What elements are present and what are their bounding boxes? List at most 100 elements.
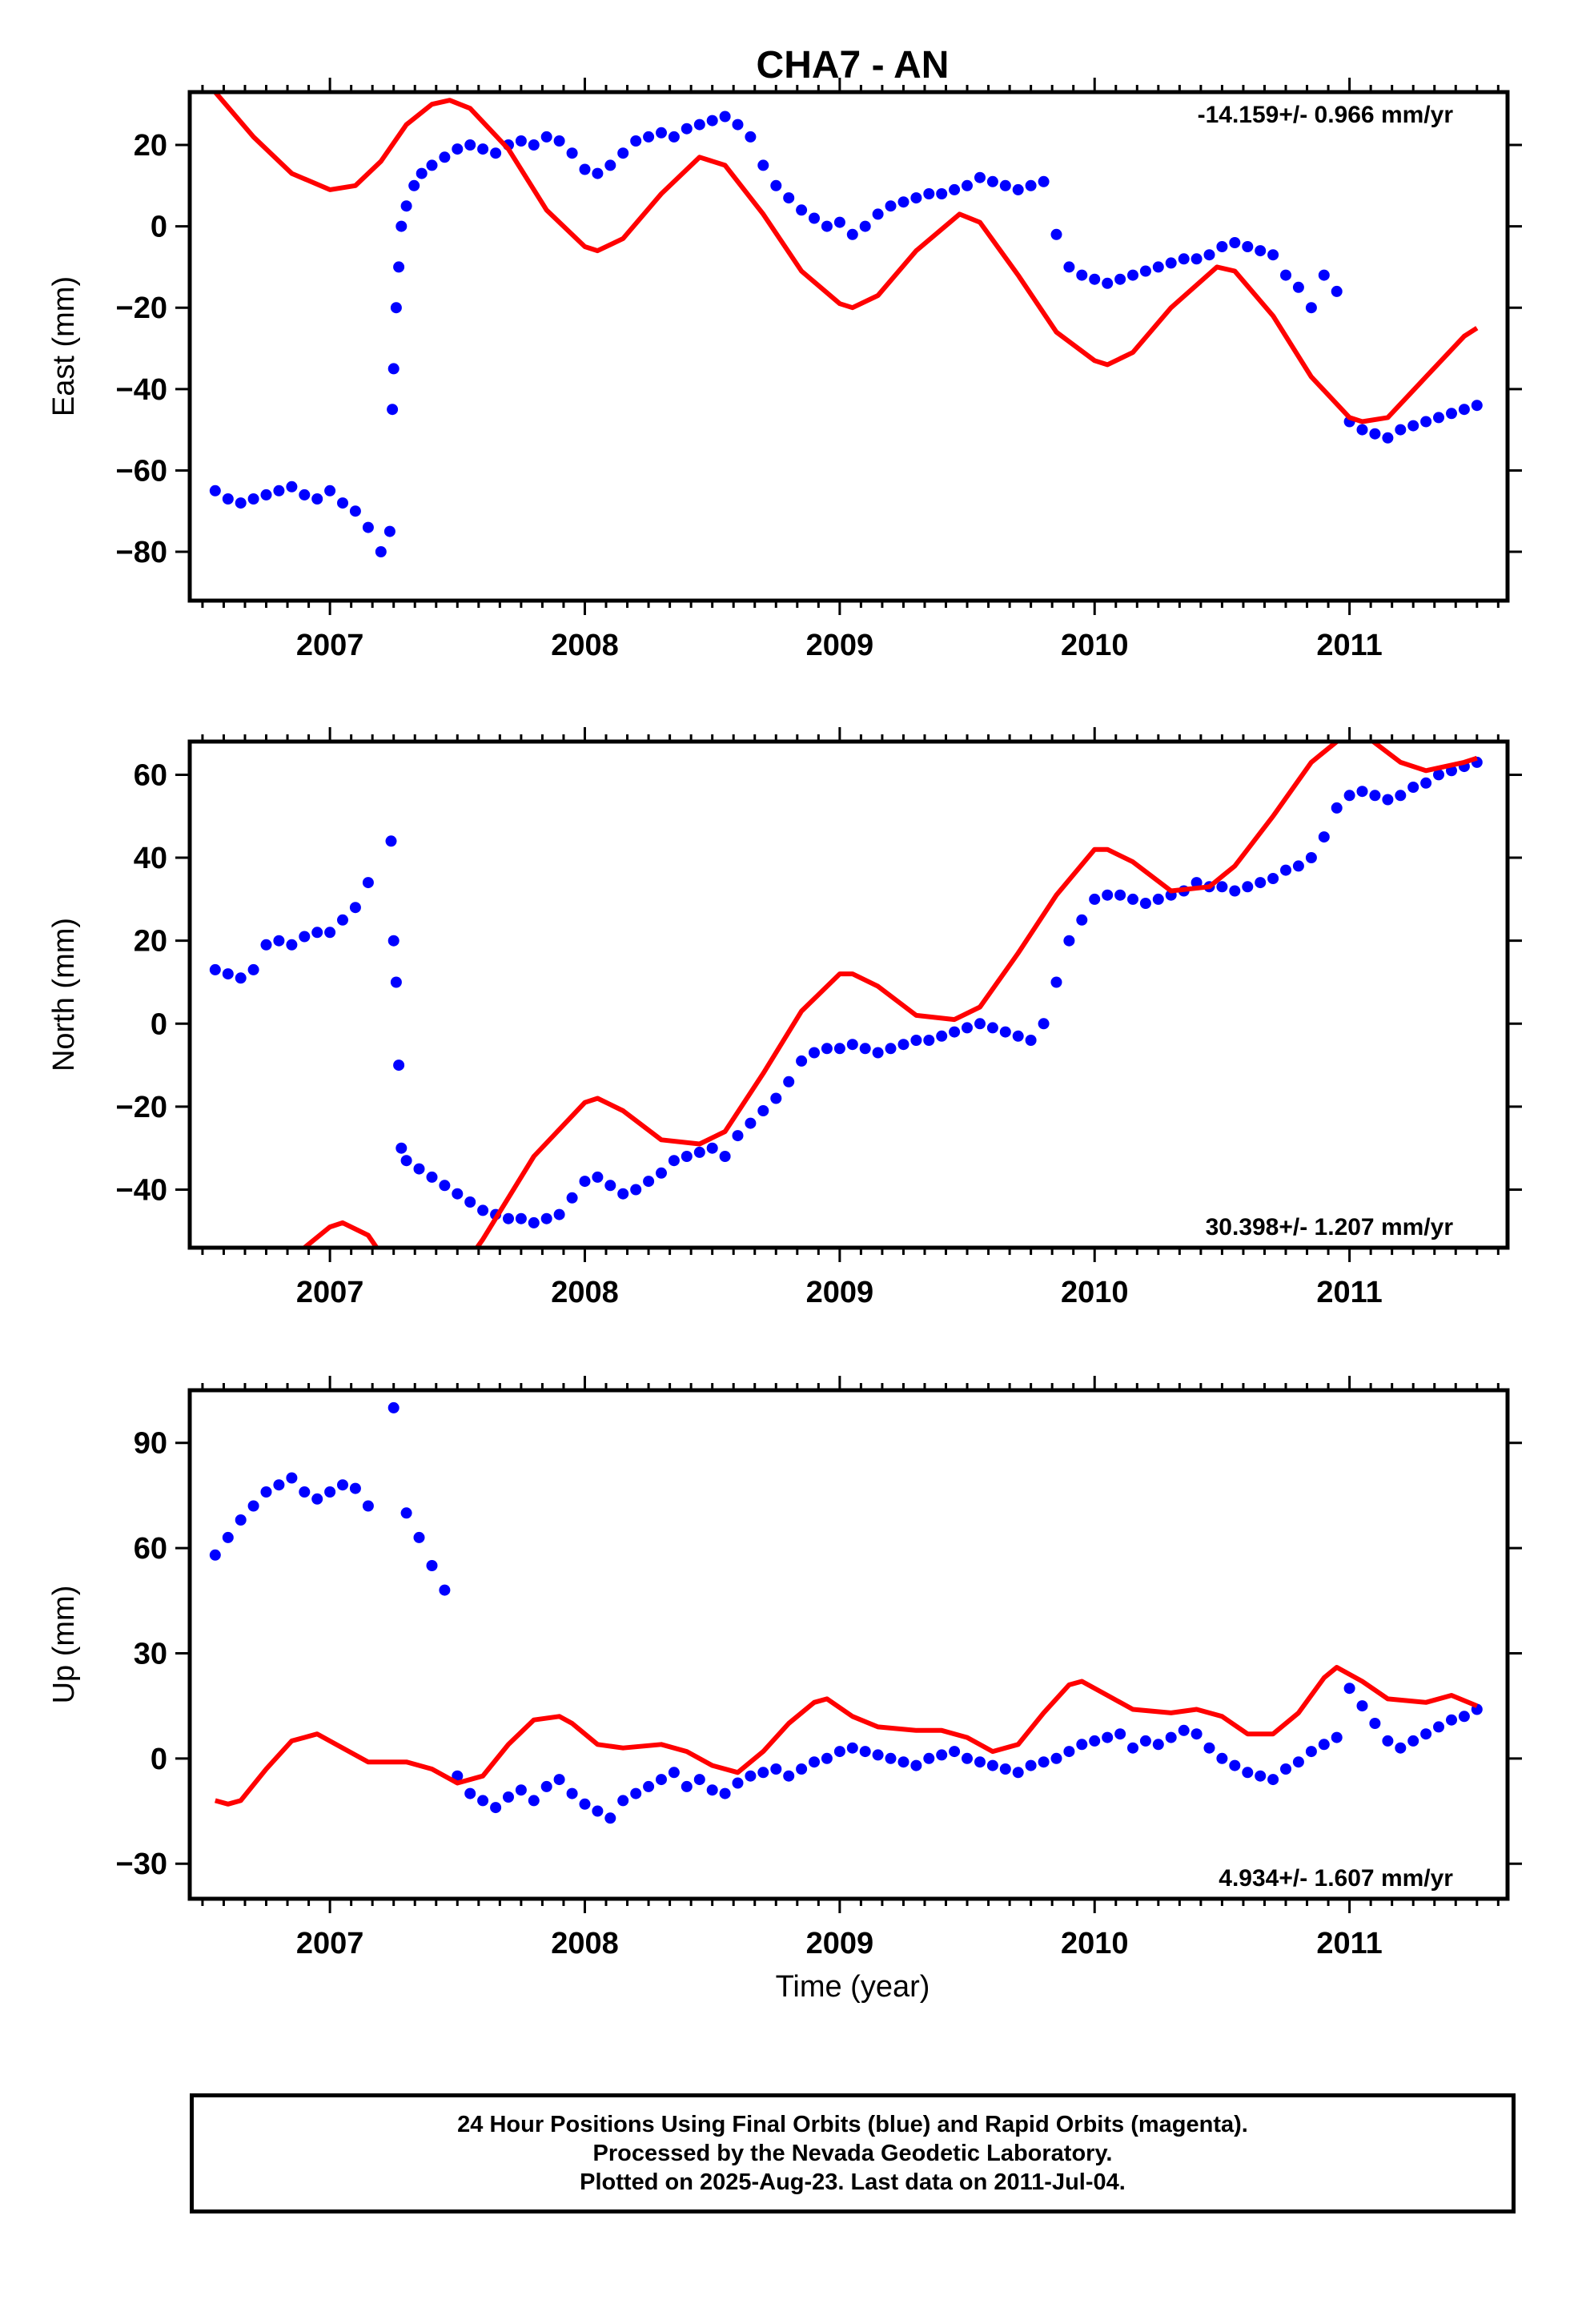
up-data-point bbox=[974, 1756, 986, 1768]
up-data-point bbox=[553, 1774, 565, 1786]
east-data-point bbox=[986, 175, 998, 187]
north-data-point bbox=[617, 1188, 629, 1200]
north-data-point bbox=[385, 835, 397, 847]
east-data-point bbox=[383, 525, 396, 537]
north-data-point bbox=[566, 1192, 578, 1204]
north-data-point bbox=[1216, 881, 1228, 893]
up-data-point bbox=[1063, 1746, 1075, 1758]
east-data-point bbox=[1012, 183, 1024, 195]
north-data-point bbox=[1280, 864, 1291, 876]
up-data-point bbox=[872, 1749, 884, 1761]
north-data-point bbox=[872, 1047, 884, 1059]
up-data-point bbox=[1165, 1731, 1177, 1743]
east-y-tick-label: −60 bbox=[116, 454, 167, 488]
east-data-point bbox=[999, 179, 1011, 191]
up-data-point bbox=[643, 1780, 655, 1792]
up-rate-annotation: 4.934+/- 1.607 mm/yr bbox=[1219, 1865, 1453, 1892]
north-data-point bbox=[949, 1026, 961, 1038]
east-data-point bbox=[222, 493, 234, 505]
up-data-point bbox=[387, 1401, 400, 1413]
east-data-point bbox=[1458, 404, 1470, 416]
north-data-point bbox=[503, 1212, 514, 1224]
east-data-point bbox=[1395, 424, 1407, 436]
up-data-point bbox=[833, 1746, 845, 1758]
chart-title: CHA7 - AN bbox=[757, 44, 950, 86]
east-y-tick-label: −80 bbox=[116, 536, 167, 569]
up-data-point bbox=[337, 1479, 348, 1491]
north-data-point bbox=[1331, 802, 1343, 814]
east-data-point bbox=[1063, 261, 1075, 273]
north-y-tick-label: −20 bbox=[116, 1091, 167, 1124]
north-data-point bbox=[592, 1171, 604, 1183]
footer-line-3: Plotted on 2025-Aug-23. Last data on 201… bbox=[580, 2169, 1126, 2195]
up-y-tick-label: 90 bbox=[134, 1427, 167, 1461]
north-rate-annotation: 30.398+/- 1.207 mm/yr bbox=[1206, 1214, 1454, 1240]
up-data-point bbox=[999, 1763, 1011, 1775]
up-data-point bbox=[1152, 1739, 1164, 1751]
up-data-point bbox=[732, 1777, 744, 1789]
up-x-tick-label: 2008 bbox=[551, 1927, 619, 1960]
up-data-point bbox=[1242, 1767, 1254, 1779]
north-data-point bbox=[515, 1212, 527, 1224]
up-data-point bbox=[490, 1802, 502, 1814]
east-data-point bbox=[706, 115, 718, 127]
up-data-point bbox=[209, 1549, 221, 1561]
east-data-point bbox=[426, 159, 438, 171]
up-data-point bbox=[1407, 1735, 1419, 1747]
north-data-point bbox=[247, 963, 259, 975]
up-data-point bbox=[757, 1767, 769, 1779]
east-data-point bbox=[809, 212, 820, 224]
up-data-point bbox=[1203, 1742, 1215, 1754]
up-data-point bbox=[349, 1482, 361, 1494]
up-data-point bbox=[426, 1560, 438, 1571]
up-data-point bbox=[859, 1746, 871, 1758]
up-data-point bbox=[1305, 1746, 1317, 1758]
east-data-point bbox=[783, 192, 795, 204]
up-data-point bbox=[1292, 1756, 1304, 1768]
north-data-point bbox=[222, 968, 234, 980]
up-data-point bbox=[949, 1746, 961, 1758]
east-data-point bbox=[393, 261, 405, 273]
up-data-point bbox=[1433, 1721, 1444, 1733]
east-data-point bbox=[1318, 269, 1330, 281]
up-data-point bbox=[324, 1486, 336, 1498]
east-data-point bbox=[757, 159, 769, 171]
north-y-axis-label: North (mm) bbox=[47, 918, 81, 1072]
north-data-point bbox=[783, 1076, 795, 1088]
east-data-point bbox=[260, 489, 272, 501]
up-data-point bbox=[668, 1767, 680, 1779]
east-data-point bbox=[1152, 261, 1164, 273]
north-data-point bbox=[400, 1155, 412, 1167]
east-data-point bbox=[235, 497, 247, 509]
east-data-point bbox=[362, 521, 374, 533]
up-data-point bbox=[515, 1784, 527, 1796]
up-data-point bbox=[809, 1756, 820, 1768]
up-data-point bbox=[706, 1784, 718, 1796]
east-data-point bbox=[1446, 408, 1457, 420]
east-data-point bbox=[936, 188, 948, 199]
east-data-point bbox=[566, 147, 578, 159]
up-data-point bbox=[1369, 1718, 1381, 1729]
north-data-point bbox=[630, 1184, 642, 1196]
east-data-point bbox=[439, 151, 451, 163]
up-data-point bbox=[235, 1514, 247, 1526]
up-data-point bbox=[770, 1763, 782, 1775]
east-data-point bbox=[872, 208, 884, 220]
north-data-point bbox=[299, 931, 311, 943]
up-x-tick-label: 2011 bbox=[1316, 1927, 1382, 1960]
east-data-point bbox=[387, 363, 400, 375]
east-y-tick-label: 20 bbox=[134, 129, 167, 163]
east-x-tick-label: 2010 bbox=[1061, 629, 1129, 662]
east-data-point bbox=[1178, 253, 1190, 265]
up-data-point bbox=[783, 1770, 795, 1782]
panel-up: 2007 2008 2009 2010 2011 90 60 30 0 −30 Up (mm) 4.9… bbox=[47, 1376, 1522, 1960]
east-data-point bbox=[1369, 428, 1381, 440]
up-data-point bbox=[1331, 1731, 1343, 1743]
east-y-tick-label: −40 bbox=[116, 373, 167, 407]
north-data-point bbox=[604, 1180, 616, 1192]
up-data-point bbox=[260, 1486, 272, 1498]
east-data-point bbox=[477, 143, 489, 155]
north-data-point bbox=[1229, 885, 1241, 897]
north-data-point bbox=[1076, 914, 1088, 926]
north-data-point bbox=[986, 1022, 998, 1034]
